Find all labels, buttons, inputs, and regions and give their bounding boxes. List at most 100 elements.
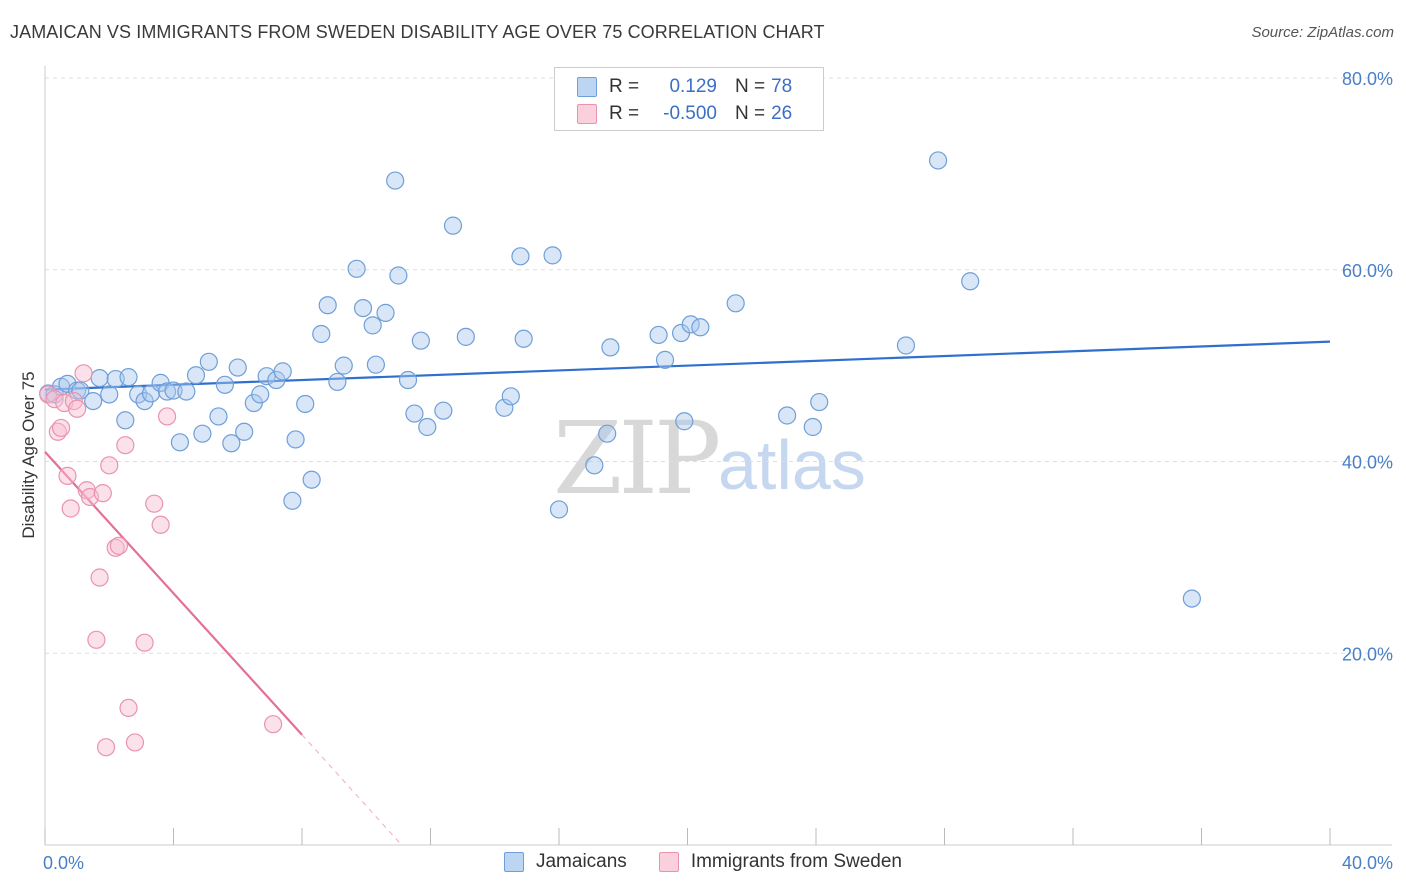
point-sweden <box>125 733 145 752</box>
series-legend: Jamaicans Immigrants from Sweden <box>0 851 1406 873</box>
legend-n-value: 78 <box>771 76 793 97</box>
point-jamaicans <box>235 422 254 441</box>
point-jamaicans <box>334 356 353 375</box>
y-tick-label: 80.0% <box>1342 69 1393 89</box>
point-jamaicans <box>585 456 604 475</box>
legend-r-label: R = <box>609 76 640 97</box>
point-jamaicans <box>434 401 453 420</box>
point-jamaicans <box>655 350 675 369</box>
point-jamaicans <box>928 151 948 170</box>
source-credit: Source: ZipAtlas.com <box>1251 24 1394 41</box>
legend-r-value: 0.129 <box>669 76 717 97</box>
point-sweden <box>109 536 128 555</box>
point-sweden <box>58 466 77 485</box>
point-sweden <box>100 456 119 475</box>
x-tick-label: 40.0% <box>1342 853 1393 873</box>
point-jamaicans <box>129 385 148 404</box>
point-jamaicans <box>675 412 694 431</box>
point-jamaicans <box>443 216 463 235</box>
point-jamaicans <box>726 294 745 313</box>
point-jamaicans <box>273 362 292 381</box>
point-jamaicans <box>514 329 533 348</box>
point-sweden <box>263 715 283 734</box>
point-jamaicans <box>328 372 347 392</box>
point-jamaicans <box>411 331 430 350</box>
x-tick-label: 0.0% <box>43 853 84 873</box>
point-sweden <box>157 407 177 426</box>
y-tick-label: 60.0% <box>1342 261 1393 281</box>
point-jamaicans <box>302 470 321 489</box>
point-jamaicans <box>209 407 228 426</box>
point-jamaicans <box>222 434 241 453</box>
legend-r-value: -0.500 <box>663 103 717 124</box>
legend-row-jamaicans: R = 0.129 N = 78 <box>577 74 792 100</box>
point-jamaicans <box>456 327 475 346</box>
point-jamaicans <box>366 355 385 374</box>
legend-item-sweden: Immigrants from Sweden <box>658 851 902 873</box>
point-jamaicans <box>318 296 337 315</box>
point-sweden <box>135 633 154 652</box>
point-sweden <box>68 399 87 418</box>
legend-swatch-jamaicans <box>577 77 597 97</box>
point-jamaicans <box>170 433 190 452</box>
point-jamaicans <box>193 424 212 443</box>
point-sweden <box>151 515 170 534</box>
point-sweden <box>61 499 80 518</box>
legend-row-sweden: R = -0.500 N = 26 <box>577 101 792 127</box>
point-jamaicans <box>286 430 305 449</box>
point-jamaicans <box>177 382 196 401</box>
legend-n-label: N = <box>735 103 766 124</box>
point-sweden <box>116 436 135 455</box>
point-jamaicans <box>228 358 247 377</box>
point-jamaicans <box>501 387 520 406</box>
point-jamaicans <box>119 368 138 387</box>
data-points <box>39 151 1201 757</box>
legend-n-value: 26 <box>771 103 793 124</box>
point-jamaicans <box>376 303 395 322</box>
legend-n-label: N = <box>735 76 766 97</box>
point-sweden <box>119 698 138 717</box>
y-tick-label: 40.0% <box>1342 453 1393 473</box>
legend-swatch-sweden <box>577 104 597 124</box>
legend-label-sweden: Immigrants from Sweden <box>690 851 902 872</box>
point-jamaicans <box>100 385 119 404</box>
point-jamaicans <box>389 266 408 285</box>
point-jamaicans <box>186 366 206 385</box>
y-axis-label: Disability Age Over 75 <box>19 371 38 538</box>
point-jamaicans <box>347 259 366 278</box>
watermark-atlas: atlas <box>718 426 866 504</box>
point-jamaicans <box>691 318 710 337</box>
point-jamaicans <box>215 375 234 394</box>
point-sweden <box>145 494 164 513</box>
point-jamaicans <box>164 381 183 400</box>
gridlines <box>45 77 1392 654</box>
point-jamaicans <box>810 392 829 412</box>
point-jamaicans <box>601 338 620 357</box>
point-jamaicans <box>549 500 569 519</box>
point-jamaicans <box>803 417 822 437</box>
point-sweden <box>45 390 64 409</box>
point-jamaicans <box>543 246 562 265</box>
point-jamaicans <box>405 404 424 423</box>
point-jamaicans <box>84 391 103 411</box>
point-jamaicans <box>90 368 109 388</box>
point-jamaicans <box>157 382 177 401</box>
point-jamaicans <box>71 381 90 400</box>
point-jamaicans <box>777 406 797 425</box>
point-jamaicans <box>296 394 315 414</box>
y-tick-label: 20.0% <box>1342 644 1393 664</box>
point-sweden <box>106 538 125 557</box>
legend-r-label: R = <box>609 103 640 124</box>
point-jamaicans <box>1182 589 1201 608</box>
stats-legend: R = 0.129 N = 78 R = -0.500 N = 26 <box>554 67 824 131</box>
point-sweden <box>90 568 109 587</box>
legend-item-jamaicans: Jamaicans <box>503 851 627 873</box>
point-sweden <box>93 484 112 503</box>
point-jamaicans <box>116 411 135 430</box>
watermark-zip: ZIP <box>553 400 721 517</box>
point-jamaicans <box>511 247 530 266</box>
point-jamaicans <box>312 324 331 344</box>
point-jamaicans <box>418 417 437 437</box>
point-jamaicans <box>495 398 514 417</box>
